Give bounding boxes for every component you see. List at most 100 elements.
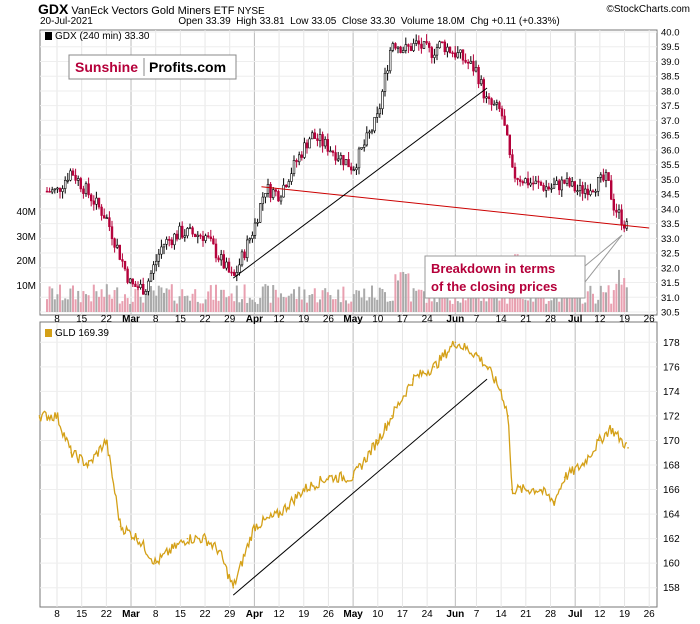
- volume-bar: [92, 284, 95, 312]
- gdx-candle-body: [113, 238, 116, 248]
- gld-point: [70, 451, 72, 454]
- gdx-y-tick-label: 34.5: [661, 190, 680, 201]
- volume-bar: [160, 287, 163, 312]
- gdx-candle-body: [170, 239, 173, 246]
- logo-box: [68, 54, 237, 80]
- gdx-candle-body: [383, 72, 387, 92]
- gdx-candle-body: [50, 189, 54, 193]
- gdx-candle-body: [599, 174, 603, 178]
- gld-x-tick-label: 19: [298, 609, 310, 620]
- gdx-candle-body: [149, 272, 153, 282]
- gdx-candle-body: [362, 144, 366, 148]
- gdx-x-tick-label: 21: [520, 314, 532, 325]
- gdx-candle-body: [157, 253, 160, 262]
- volume-bar: [319, 299, 321, 312]
- gld-point: [507, 415, 510, 417]
- volume-bar: [423, 291, 425, 312]
- gdx-candle-body: [511, 154, 514, 168]
- gdx-candle-body: [373, 116, 376, 132]
- volume-bar: [594, 303, 597, 312]
- gdx-candle-body: [318, 134, 322, 141]
- volume-bar: [485, 301, 488, 312]
- gdx-candle-body: [526, 178, 530, 186]
- gdx-candle-body: [503, 115, 506, 126]
- gdx-candle-body: [274, 189, 277, 192]
- gdx-candle-body: [576, 190, 579, 192]
- gdx-candle-body: [537, 180, 540, 183]
- volume-bar: [285, 297, 288, 312]
- volume-bar: [371, 285, 373, 312]
- volume-bar: [334, 299, 337, 312]
- volume-bar: [147, 285, 150, 312]
- volume-bar: [235, 285, 238, 312]
- volume-bar: [498, 300, 501, 312]
- volume-bar: [217, 300, 220, 312]
- volume-bar: [495, 295, 498, 312]
- gdx-candle-body: [173, 233, 176, 246]
- volume-bar: [108, 294, 111, 312]
- gdx-candle-body: [461, 49, 465, 61]
- volume-bar: [441, 291, 444, 312]
- gdx-candle-body: [604, 172, 608, 181]
- gld-point: [627, 447, 629, 449]
- volume-bar: [321, 290, 324, 312]
- gdx-candle-body: [570, 181, 574, 187]
- volume-bar: [72, 285, 74, 312]
- volume-bar: [524, 299, 527, 312]
- gdx-candle-body: [261, 196, 264, 205]
- volume-bar: [241, 299, 243, 312]
- volume-bar: [113, 290, 116, 312]
- volume-bar: [462, 291, 464, 312]
- annotation-line1: Breakdown in terms: [431, 261, 555, 276]
- gdx-candle-body: [498, 102, 501, 109]
- gdx-candle-body: [243, 251, 246, 259]
- volume-bar: [573, 286, 576, 312]
- chg-label: Chg: [470, 16, 489, 27]
- gdx-candle-body: [207, 235, 210, 238]
- gdx-candle-body: [485, 96, 488, 99]
- volume-bar: [259, 297, 262, 312]
- gdx-y-tick-label: 37.0: [661, 116, 680, 127]
- volume-bar: [607, 285, 610, 312]
- gdx-candle-body: [230, 271, 233, 274]
- volume-bar: [615, 283, 618, 312]
- gdx-y-tick-label: 39.0: [661, 57, 680, 68]
- gdx-candle-body: [168, 239, 171, 241]
- gld-y-tick-label: 158: [663, 583, 680, 594]
- gdx-x-tick-label: 10: [372, 314, 384, 325]
- gdx-candle-body: [258, 203, 262, 223]
- gdx-candle-body: [97, 197, 101, 208]
- gld-x-tick-label: 19: [619, 609, 631, 620]
- gdx-x-tick-label: 26: [644, 314, 656, 325]
- volume-bar: [191, 293, 194, 312]
- gdx-candle-body: [136, 286, 140, 289]
- gdx-candle-body: [615, 209, 618, 213]
- gdx-candle-body: [253, 222, 257, 236]
- volume-bar: [545, 303, 548, 312]
- volume-bar: [163, 292, 165, 312]
- gdx-candle-body: [469, 60, 472, 64]
- gld-x-tick-label: 15: [175, 609, 187, 620]
- gdx-candle-body: [282, 184, 285, 198]
- gdx-candle-body: [547, 186, 551, 190]
- volume-bar: [430, 301, 433, 312]
- gdx-candle-body: [87, 183, 90, 196]
- volume-bar: [576, 285, 579, 312]
- gld-point: [609, 427, 612, 429]
- gdx-candle-body: [300, 154, 303, 158]
- chart-header-line1: GDX VanEck Vectors Gold Miners ETF NYSE: [38, 1, 265, 17]
- volume-bar: [176, 303, 178, 312]
- volume-bar: [298, 286, 301, 312]
- gdx-candle-body: [290, 173, 293, 182]
- gdx-candle-body: [357, 148, 361, 169]
- gdx-candle-body: [58, 187, 62, 192]
- gdx-candle-body: [607, 172, 610, 181]
- gdx-candle-body: [308, 138, 311, 149]
- gdx-candle-body: [612, 198, 616, 211]
- watermark: ©StockCharts.com: [606, 4, 690, 15]
- gdx-candle-body: [264, 192, 267, 198]
- gld-point: [38, 415, 41, 417]
- gdx-candle-body: [126, 268, 129, 283]
- volume-bar: [563, 285, 566, 312]
- volume-bar: [433, 287, 436, 312]
